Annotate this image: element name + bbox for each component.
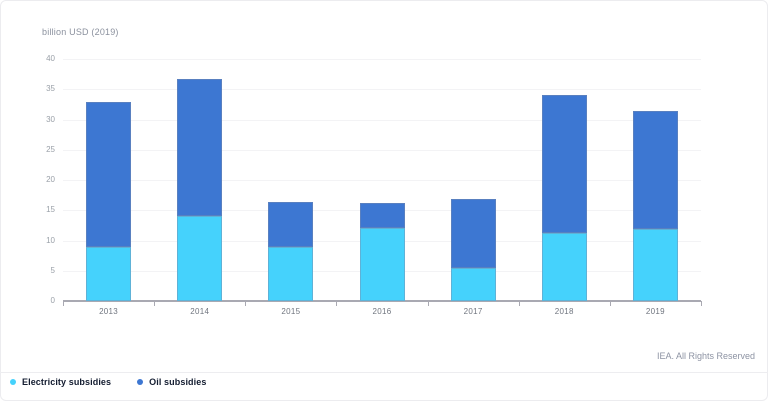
y-axis-tick-label: 30	[46, 114, 55, 124]
copyright-note: IEA. All Rights Reserved	[656, 351, 755, 361]
bar-group-2014	[177, 59, 223, 301]
x-axis-label-2015: 2015	[281, 307, 301, 316]
legend-label: Oil subsidies	[149, 377, 207, 387]
bar-segment-2018-oil-subsidies[interactable]	[541, 94, 587, 234]
y-axis-title: billion USD (2019)	[42, 27, 119, 37]
x-axis-label-2017: 2017	[463, 307, 483, 316]
bar-group-2016	[359, 59, 405, 301]
gridline	[63, 119, 701, 121]
bar-segment-2016-electricity-subsidies[interactable]	[359, 228, 405, 301]
x-axis-tick	[336, 301, 338, 306]
legend-divider	[0, 372, 768, 373]
bar-segment-2015-electricity-subsidies[interactable]	[268, 247, 314, 301]
x-axis-tick	[154, 301, 156, 306]
bar-segment-2013-oil-subsidies[interactable]	[86, 101, 132, 247]
bar-segment-2017-oil-subsidies[interactable]	[450, 199, 496, 268]
x-axis-tick	[427, 301, 429, 306]
bar-segment-2013-electricity-subsidies[interactable]	[86, 246, 132, 301]
bar-segment-2015-oil-subsidies[interactable]	[268, 202, 314, 248]
legend-item-electricity-subsidies[interactable]: Electricity subsidies	[10, 377, 111, 387]
legend-dot-icon	[10, 379, 16, 385]
x-axis-label-2018: 2018	[554, 307, 574, 316]
bar-segment-2014-electricity-subsidies[interactable]	[177, 216, 223, 301]
legend: Electricity subsidies Oil subsidies	[10, 377, 206, 387]
x-axis-tick	[518, 301, 520, 306]
legend-item-oil-subsidies[interactable]: Oil subsidies	[137, 377, 206, 387]
y-axis-tick-label: 15	[46, 205, 55, 215]
bar-segment-2019-oil-subsidies[interactable]	[632, 111, 678, 230]
bar-segment-2017-electricity-subsidies[interactable]	[450, 267, 496, 301]
y-axis-tick-label: 10	[46, 235, 55, 245]
bar-group-2017	[450, 59, 496, 301]
x-axis-tick	[701, 301, 702, 306]
plot-area: 2013 2014 2015 2016 2017 2018 2019	[63, 59, 702, 316]
x-axis-tick	[63, 301, 64, 306]
bar-segment-2018-electricity-subsidies[interactable]	[541, 233, 587, 301]
x-axis-label-2016: 2016	[372, 307, 392, 316]
y-axis-tick-label: 25	[46, 144, 55, 154]
gridline	[63, 149, 701, 151]
bar-segment-2019-electricity-subsidies[interactable]	[632, 229, 678, 301]
bar-group-2013	[86, 59, 132, 301]
x-axis-label-2019: 2019	[645, 307, 665, 316]
bar-segment-2014-oil-subsidies[interactable]	[177, 78, 223, 217]
y-axis-tick-label: 35	[46, 84, 55, 94]
legend-dot-icon	[137, 379, 144, 385]
bar-group-2015	[268, 59, 314, 301]
bar-segment-2016-oil-subsidies[interactable]	[359, 203, 405, 229]
y-axis-tick-label: 0	[50, 296, 55, 305]
bar-group-2019	[632, 59, 678, 301]
y-axis-labels: 0 5 10 15 20 25 30 35 40	[0, 54, 55, 305]
y-axis-tick-label: 20	[46, 175, 55, 184]
legend-label: Electricity subsidies	[22, 377, 112, 387]
gridline	[63, 180, 701, 181]
x-axis-tick	[609, 301, 611, 306]
y-axis-tick-label: 5	[50, 265, 55, 275]
x-axis-label-2014: 2014	[190, 307, 210, 316]
gridline	[63, 89, 701, 91]
x-axis-label-2013: 2013	[99, 307, 119, 316]
x-axis-line	[63, 300, 701, 302]
gridline	[63, 59, 701, 60]
bar-group-2018	[541, 59, 587, 301]
y-axis-tick-label: 40	[46, 54, 55, 63]
x-axis-tick	[245, 301, 247, 306]
